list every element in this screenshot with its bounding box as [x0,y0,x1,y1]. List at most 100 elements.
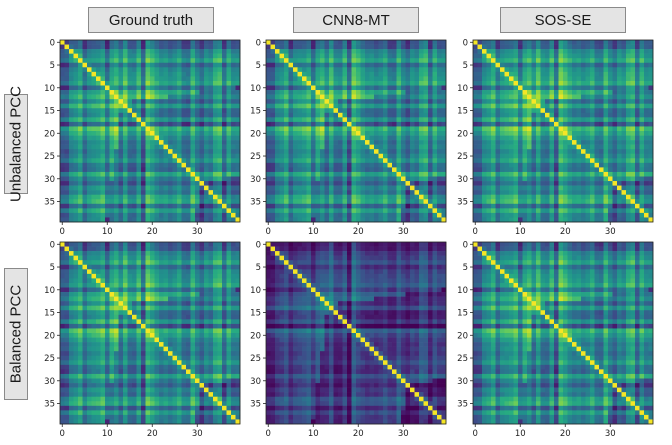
heatmap-cell [279,121,285,127]
heatmap-cell [482,185,487,191]
heatmap-cell [644,153,649,159]
heatmap-cell [599,176,604,182]
heatmap-cell [441,140,447,145]
heatmap-cell [486,58,492,64]
heatmap-cell [190,117,196,123]
heatmap-cell [226,217,232,223]
heatmap-cell [360,103,366,109]
heatmap-cell [554,203,559,209]
heatmap-cell [599,117,604,123]
heatmap-cell [177,67,182,73]
heatmap-cell [549,167,555,173]
heatmap-cell [195,140,200,145]
heatmap-cell [199,153,205,159]
heatmap-cell [284,176,289,182]
heatmap-cell [275,199,280,205]
heatmap-cell [648,167,654,173]
heatmap-cell [302,181,307,186]
heatmap-cell [87,199,92,205]
heatmap-cell [82,190,88,195]
heatmap-cell [383,203,388,209]
heatmap-cell [513,117,519,123]
heatmap-cell [297,62,303,68]
heatmap-cell [581,199,586,205]
heatmap-cell [576,103,582,109]
heatmap-cell [594,49,600,54]
heatmap-cell [315,131,321,136]
heatmap-cell [590,62,595,68]
heatmap-cell [226,162,232,168]
heatmap-cell [594,199,600,205]
heatmap-cell [392,53,397,59]
heatmap-cell [181,108,187,114]
heatmap-cell [594,67,600,73]
heatmap-cell [351,94,357,100]
heatmap-cell [639,217,645,223]
heatmap-cell [82,140,88,145]
heatmap-cell [549,80,555,86]
heatmap-cell [69,167,74,173]
heatmap-cell [82,40,88,45]
heatmap-cell [644,71,649,77]
heatmap-cell [522,44,528,50]
heatmap-cell [231,71,236,77]
heatmap-cell [378,144,384,150]
heatmap-cell [378,208,384,214]
heatmap-cell [279,62,285,68]
heatmap-cell [123,149,128,155]
heatmap-cell [208,131,214,136]
heatmap-cell [100,176,106,182]
heatmap-cell [419,53,424,59]
heatmap-cell [132,58,137,64]
heatmap-cell [190,144,196,150]
heatmap-cell [213,103,218,109]
heatmap-cell [154,121,160,127]
heatmap-cell [621,194,627,200]
heatmap-cell [195,80,200,86]
heatmap-cell [190,208,196,214]
heatmap-cell [181,203,187,209]
heatmap-cell [105,167,110,173]
heatmap-cell [333,71,339,77]
heatmap-cell [396,40,402,45]
heatmap-cell [190,44,196,50]
heatmap-cell [585,121,591,127]
heatmap-cell [154,217,160,223]
heatmap-cell [320,71,325,77]
heatmap-cell [585,44,591,50]
heatmap-cell [279,144,285,150]
heatmap-cell [127,44,133,50]
heatmap-cell [329,49,334,54]
heatmap-cell [82,126,88,132]
heatmap-cell [333,212,339,218]
heatmap-cell [87,121,92,127]
heatmap-cell [536,153,541,159]
heatmap-cell [365,112,370,118]
heatmap-cell [60,181,65,186]
heatmap-cell [172,185,178,191]
heatmap-cell [213,58,218,64]
heatmap-cell [78,153,83,159]
heatmap-cell [293,62,298,68]
heatmap-cell [91,149,97,155]
heatmap-cell [567,117,573,123]
heatmap-cell [311,203,316,209]
heatmap-cell [73,140,79,145]
heatmap-cell [136,112,142,118]
heatmap-cell [558,162,564,168]
heatmap-cell [365,40,370,45]
heatmap-cell [567,112,573,118]
heatmap-cell [275,40,280,45]
heatmap-cell [132,71,137,77]
heatmap-cell [311,112,316,118]
heatmap-cell [109,135,115,141]
heatmap-cell [473,126,478,132]
heatmap-cell [626,158,631,164]
heatmap-cell [270,112,276,118]
heatmap-cell [567,49,573,54]
heatmap-cell [82,153,88,159]
heatmap-cell [410,71,415,77]
heatmap-cell [288,149,294,155]
heatmap-cell [374,176,379,182]
heatmap-cell [630,212,636,218]
